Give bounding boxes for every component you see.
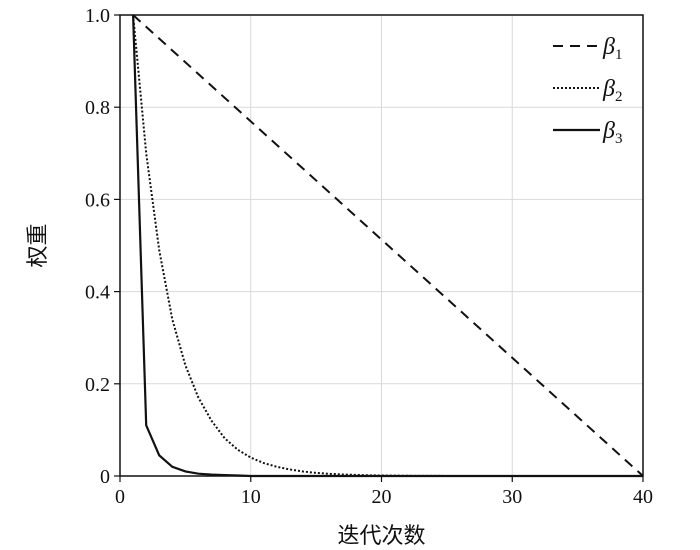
grid [120,15,643,476]
x-tick-label: 0 [115,486,125,508]
x-tick-label: 30 [502,486,522,508]
legend-label-beta-3: β3 [602,118,622,147]
x-axis-title: 迭代次数 [337,524,425,549]
y-tick-label: 0 [100,466,110,488]
legend-label-beta-1: β1 [602,34,622,63]
y-tick-label: 0.6 [85,189,110,211]
series-layer [132,14,644,478]
series-line-beta-1 [132,14,644,477]
x-tick-label: 40 [633,486,653,508]
x-tick-label: 10 [241,486,261,508]
legend-subscript: 1 [615,47,623,63]
ticks: 0 10 20 30 40 0 0.2 0.4 0.6 0.8 1.0 [85,5,653,508]
y-tick-label: 0.2 [85,374,110,396]
legend: β1 β2 β3 [553,34,622,147]
legend-subscript: 3 [615,131,623,147]
legend-label-beta-2: β2 [602,76,622,105]
y-tick-label: 1.0 [85,5,110,27]
y-tick-label: 0.4 [85,282,110,304]
x-tick-label: 20 [372,486,392,508]
y-tick-label: 0.8 [85,97,110,119]
legend-subscript: 2 [615,89,623,105]
series-line-beta-3 [132,14,643,478]
y-axis-title: 权重 [26,223,51,267]
